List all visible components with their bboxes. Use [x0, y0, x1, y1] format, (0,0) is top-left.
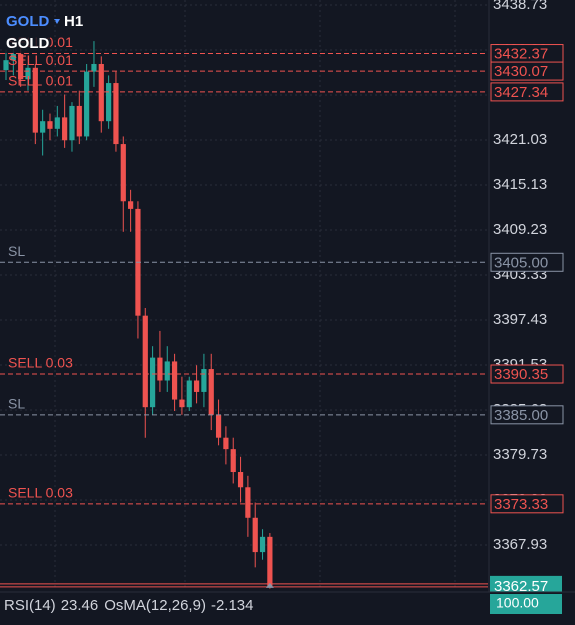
- candle-body: [267, 536, 273, 586]
- candle-body: [106, 83, 112, 122]
- candle-body: [157, 357, 163, 381]
- candle-body: [237, 472, 244, 488]
- order-label: SELL 0.01: [8, 52, 73, 68]
- y-tick-label: 3438.73: [493, 0, 547, 13]
- candle-body: [193, 380, 200, 392]
- y-tick-label: 3367.93: [493, 536, 547, 553]
- candle-body: [186, 380, 192, 408]
- order-label: SELL 0.03: [8, 485, 73, 501]
- candle-body: [208, 369, 214, 415]
- candle-body: [25, 67, 31, 80]
- indicator-value: -2.134: [211, 597, 254, 614]
- candle-body: [69, 105, 75, 141]
- candle-body: [230, 449, 236, 473]
- candle-body: [84, 71, 90, 137]
- candle-body: [215, 414, 222, 438]
- price-box-label: 3430.07: [494, 63, 548, 80]
- candle-body: [150, 357, 156, 408]
- candle-body: [252, 517, 258, 553]
- candle-body: [171, 361, 178, 400]
- price-box-label: 3390.35: [494, 366, 548, 383]
- timeframe[interactable]: H1: [64, 13, 83, 30]
- price-box: [490, 252, 564, 272]
- indicator-panel: [0, 592, 575, 625]
- candle-body: [142, 315, 148, 408]
- symbol-label: GOLD: [6, 35, 49, 52]
- price-box-label: 3427.34: [494, 84, 548, 101]
- y-tick-label: 3415.13: [493, 176, 547, 193]
- y-tick-label: 3409.23: [493, 221, 547, 238]
- sl-label: SL: [8, 243, 25, 259]
- candle-body: [201, 369, 207, 392]
- y-tick-label: 3421.03: [493, 131, 547, 148]
- order-label: SELL 0.01: [8, 73, 73, 89]
- candle-body: [98, 63, 104, 122]
- candle-body: [245, 487, 251, 518]
- candle-body: [40, 121, 46, 133]
- price-box-label: 3405.00: [494, 254, 548, 271]
- price-box-label: 3373.33: [494, 496, 548, 513]
- candle-body: [164, 361, 170, 381]
- candle-body: [179, 399, 185, 408]
- price-box: [490, 494, 564, 514]
- price-box: [490, 82, 564, 102]
- candle-body: [54, 117, 60, 129]
- candle-body: [128, 201, 134, 209]
- price-box: [490, 405, 564, 425]
- candle-body: [91, 63, 97, 72]
- candle-body: [62, 117, 68, 141]
- indicator-scale-label: 100.00: [496, 595, 539, 611]
- candle-body: [120, 144, 126, 202]
- candle-body: [10, 54, 16, 61]
- candle-body: [76, 105, 82, 137]
- indicator-name: RSI(14): [4, 597, 56, 614]
- price-box-label: 3432.37: [494, 46, 548, 63]
- y-tick-label: 3379.73: [493, 446, 547, 463]
- candle-body: [3, 60, 9, 71]
- price-box: [490, 364, 564, 384]
- indicator-name: OsMA(12,26,9): [104, 597, 206, 614]
- current-price-marker: [265, 582, 274, 588]
- sl-label: SL: [8, 396, 25, 412]
- current-price-label: 3362.57: [494, 578, 548, 595]
- y-tick-label: 3397.43: [493, 311, 547, 328]
- candle-body: [113, 83, 119, 145]
- candle-body: [223, 437, 229, 450]
- order-label: SELL 0.03: [8, 355, 73, 371]
- indicator-value: 23.46: [61, 597, 99, 614]
- price-box-label: 3385.00: [494, 407, 548, 424]
- current-price-box: [490, 575, 562, 596]
- price-box: [490, 61, 564, 81]
- indicator-scale-box: [490, 594, 562, 614]
- symbol-label-bg: [4, 35, 50, 53]
- candle-body: [18, 54, 24, 80]
- candle-body: [32, 67, 38, 133]
- candle-body: [47, 121, 53, 129]
- symbol[interactable]: GOLD: [6, 13, 49, 30]
- candle-body: [259, 536, 266, 553]
